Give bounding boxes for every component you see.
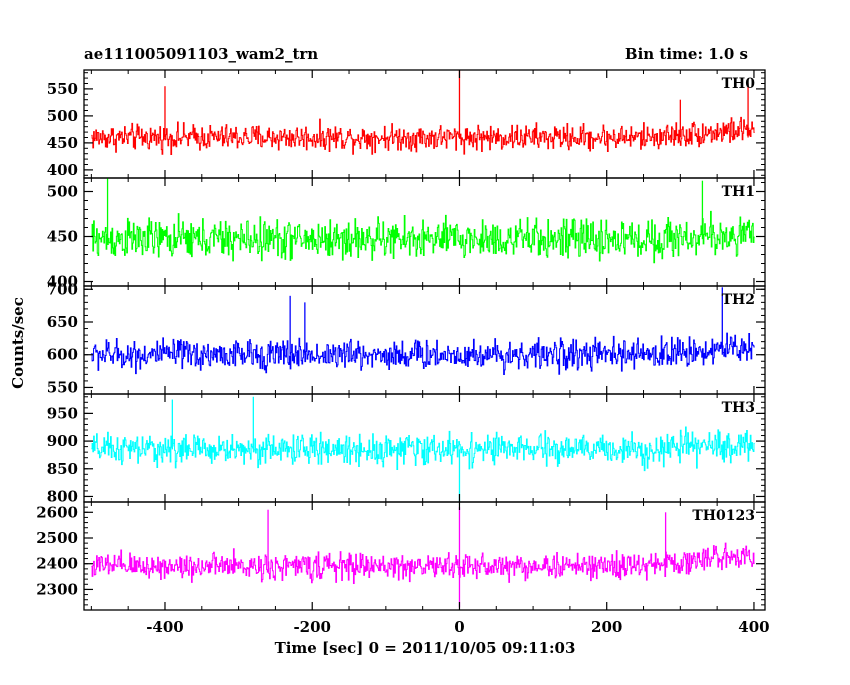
- y-tick-label: 700: [47, 280, 78, 298]
- y-tick-label: 2600: [36, 503, 78, 521]
- y-tick-label: 550: [47, 80, 78, 98]
- plot-title: ae111005091103_wam2_trn: [84, 45, 319, 63]
- y-tick-label: 950: [47, 404, 78, 422]
- y-tick-label: 500: [47, 183, 78, 201]
- panel-label-th2: TH2: [722, 292, 755, 308]
- y-tick-label: 600: [47, 346, 78, 364]
- y-tick-label: 2500: [36, 529, 78, 547]
- y-tick-label: 500: [47, 107, 78, 125]
- series-th1: [91, 210, 755, 264]
- y-axis-label: Counts/sec: [9, 297, 27, 389]
- y-tick-label: 2300: [36, 580, 78, 598]
- bin-time-label: Bin time: 1.0 s: [624, 45, 748, 63]
- series-th0123: [91, 542, 755, 585]
- series-th0: [91, 116, 755, 156]
- panel-label-th1: TH1: [722, 184, 755, 200]
- y-tick-label: 650: [47, 313, 78, 331]
- x-tick-label: 0: [454, 618, 464, 636]
- series-th2: [91, 332, 755, 375]
- x-tick-label: -200: [293, 618, 331, 636]
- y-tick-label: 900: [47, 432, 78, 450]
- panel-frame-th0: [83, 69, 766, 179]
- panel-frame-th0123: [83, 501, 766, 611]
- y-tick-label: 450: [47, 134, 78, 152]
- series-th3: [91, 426, 755, 472]
- y-tick-label: 2400: [36, 555, 78, 573]
- y-tick-label: 400: [47, 161, 78, 179]
- x-tick-label: -400: [146, 618, 184, 636]
- y-tick-label: 800: [47, 487, 78, 505]
- y-tick-label: 850: [47, 460, 78, 478]
- x-tick-label: 200: [591, 618, 622, 636]
- x-tick-label: 400: [738, 618, 769, 636]
- panel-label-th0123: TH0123: [692, 508, 755, 524]
- panel-frame-th2: [83, 285, 766, 395]
- y-tick-label: 550: [47, 378, 78, 396]
- panel-label-th0: TH0: [722, 76, 756, 92]
- x-axis-label: Time [sec] 0 = 2011/10/05 09:11:03: [274, 639, 576, 657]
- panel-label-th3: TH3: [722, 400, 755, 416]
- y-tick-label: 450: [47, 228, 78, 246]
- y-tick-label: 400: [47, 273, 78, 291]
